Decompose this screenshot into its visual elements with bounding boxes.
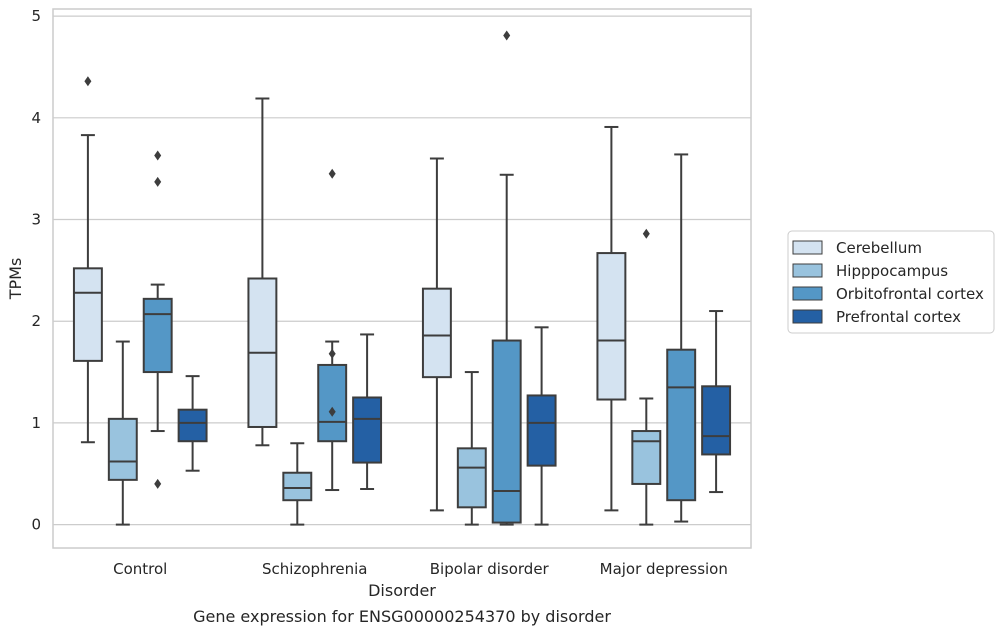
legend: Cerebellum Hipppocampus Orbitofrontal cort… — [787, 230, 995, 334]
outlier-point — [154, 176, 162, 187]
legend-swatch — [792, 263, 823, 278]
legend-frame — [787, 230, 995, 334]
x-tick-label: Schizophrenia — [262, 560, 367, 578]
x-tick-label: Bipolar disorder — [430, 560, 550, 578]
outlier-point — [154, 150, 162, 161]
box-2-0 — [421, 157, 452, 512]
outlier-point — [328, 168, 336, 179]
y-tick-label: 5 — [31, 7, 41, 25]
box-body — [421, 287, 452, 379]
legend-swatch — [792, 309, 823, 324]
outlier-point — [154, 478, 162, 489]
box-0-1 — [107, 340, 138, 526]
legend-label: Prefrontal cortex — [836, 308, 961, 326]
outlier-point — [328, 406, 336, 417]
legend-swatch — [792, 240, 823, 255]
y-axis-ticks: 0 1 2 3 4 5 — [31, 7, 41, 533]
box-body — [352, 396, 383, 464]
box-body — [631, 430, 662, 485]
box-2-1 — [456, 371, 487, 526]
y-tick-label: 3 — [31, 211, 41, 229]
box-body — [317, 363, 348, 443]
box-body — [72, 267, 103, 362]
box-body — [107, 417, 138, 481]
box-0-0 — [72, 76, 103, 444]
box-body — [177, 408, 208, 443]
box-body — [666, 348, 697, 502]
box-body — [596, 252, 627, 401]
y-tick-label: 0 — [31, 516, 41, 534]
legend-label: Hipppocampus — [836, 262, 948, 280]
chart-caption: Gene expression for ENSG00000254370 by d… — [193, 607, 611, 626]
box-body — [282, 471, 313, 502]
legend-label: Orbitofrontal cortex — [836, 285, 984, 303]
y-tick-label: 4 — [31, 109, 41, 127]
legend-label: Cerebellum — [836, 239, 922, 257]
y-tick-label: 1 — [31, 414, 41, 432]
box-3-3 — [701, 310, 732, 494]
box-body — [491, 339, 522, 524]
box-0-3 — [177, 375, 208, 472]
outlier-point — [84, 76, 92, 87]
box-1-2 — [317, 168, 348, 492]
plot-frame — [52, 8, 752, 549]
box-0-2 — [142, 150, 173, 489]
box-3-0 — [596, 125, 627, 512]
x-tick-label: Major depression — [600, 560, 728, 578]
y-axis-label: TPMs — [6, 258, 25, 301]
box-body — [142, 297, 173, 374]
y-tick-label: 2 — [31, 312, 41, 330]
box-body — [526, 394, 557, 467]
x-tick-label: Control — [113, 560, 167, 578]
box-2-3 — [526, 326, 557, 526]
box-3-1 — [631, 228, 662, 526]
box-1-1 — [282, 442, 313, 526]
box-3-2 — [666, 153, 697, 523]
x-axis-ticks: Control Schizophrenia Bipolar disorder Majo… — [113, 560, 728, 578]
outlier-point — [503, 30, 511, 41]
legend-swatch — [792, 286, 823, 301]
x-axis-label: Disorder — [368, 581, 436, 600]
box-body — [456, 447, 487, 509]
outlier-point — [642, 228, 650, 239]
outlier-point — [328, 348, 336, 359]
box-body — [701, 385, 732, 456]
plot-area — [72, 30, 732, 526]
box-1-0 — [247, 97, 278, 447]
box-1-3 — [352, 333, 383, 491]
box-2-2 — [491, 30, 522, 526]
